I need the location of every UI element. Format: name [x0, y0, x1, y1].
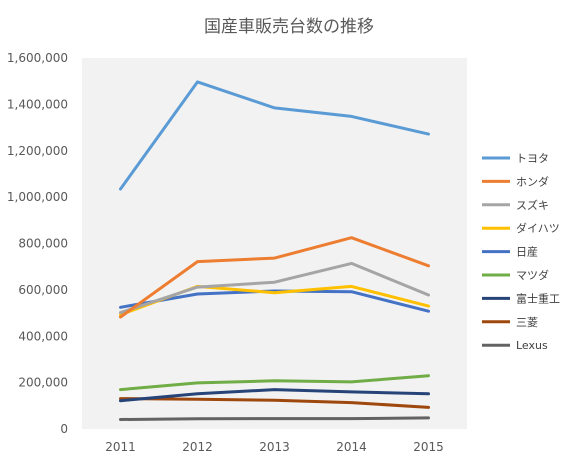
- y-tick-label: 1,200,000: [7, 144, 68, 158]
- y-tick-label: 1,600,000: [7, 51, 68, 65]
- series-line: [119, 388, 430, 403]
- series-line: [119, 374, 430, 392]
- series-line: [119, 397, 430, 409]
- y-tick-label: 800,000: [18, 237, 68, 251]
- series-line: [119, 289, 430, 313]
- y-tick-label: 400,000: [18, 329, 68, 343]
- series-line: [119, 261, 430, 315]
- legend-label: Lexus: [516, 339, 548, 352]
- legend-label: スズキ: [516, 198, 549, 212]
- series-line: [119, 236, 430, 319]
- y-axis: 0 200,000 400,000 600,000 800,000 1,000,000 1,…: [7, 51, 68, 436]
- x-tick-label: 2011: [105, 440, 136, 454]
- x-tick-label: 2015: [413, 440, 444, 454]
- x-axis: 2011 2012 2013 2014 2015: [105, 440, 444, 454]
- series-line: [119, 80, 430, 191]
- y-tick-label: 600,000: [18, 283, 68, 297]
- x-tick-label: 2012: [182, 440, 213, 454]
- legend-label: ホンダ: [516, 174, 549, 188]
- y-tick-label: 200,000: [18, 376, 68, 390]
- legend-label: マツダ: [516, 268, 549, 282]
- chart-title: 国産車販売台数の推移: [204, 17, 374, 37]
- series-group: [119, 80, 430, 421]
- legend-label: 三菱: [516, 316, 538, 329]
- y-tick-label: 1,400,000: [7, 97, 68, 111]
- plot-area: [82, 58, 467, 429]
- y-tick-label: 0: [60, 422, 68, 436]
- y-tick-label: 1,000,000: [7, 190, 68, 204]
- legend-label: 富士重工: [516, 291, 560, 305]
- x-tick-label: 2014: [336, 440, 367, 454]
- legend-label: 日産: [516, 246, 538, 259]
- legend-label: トヨタ: [516, 152, 549, 165]
- x-tick-label: 2013: [259, 440, 290, 454]
- series-line: [119, 416, 430, 421]
- legend-label: ダイハツ: [516, 221, 560, 235]
